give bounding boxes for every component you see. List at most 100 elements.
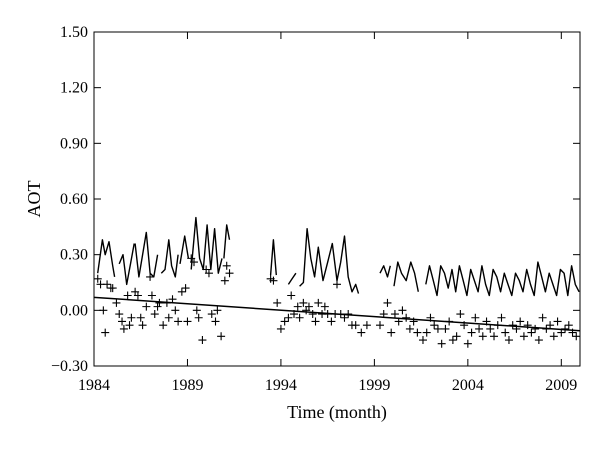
- plus-marker: [508, 321, 517, 330]
- x-tick-label: 1984: [78, 377, 110, 394]
- plus-marker: [127, 313, 136, 322]
- plus-marker: [198, 336, 207, 345]
- x-tick-label: 2004: [452, 377, 484, 394]
- plus-marker: [572, 332, 581, 341]
- y-tick-label: 0.60: [60, 191, 88, 208]
- y-axis-title: AOT: [24, 181, 44, 218]
- plus-marker: [538, 313, 547, 322]
- plus-marker: [168, 295, 177, 304]
- plus-marker: [153, 302, 162, 311]
- plus-marker: [213, 306, 222, 315]
- plus-marker: [220, 276, 229, 285]
- aot-line-series: [97, 216, 580, 297]
- plus-marker: [181, 284, 190, 293]
- plus-marker: [284, 313, 293, 322]
- plus-marker: [287, 291, 296, 300]
- plus-marker: [136, 313, 145, 322]
- y-tick-label: −0.30: [51, 358, 88, 375]
- plus-marker: [398, 306, 407, 315]
- plus-marker: [564, 321, 573, 330]
- plus-marker: [362, 321, 371, 330]
- plus-marker: [497, 313, 506, 322]
- plus-marker: [351, 321, 360, 330]
- aot-line-segment: [118, 243, 135, 286]
- plus-marker: [387, 328, 396, 337]
- plus-marker: [320, 302, 329, 311]
- aot-line-segment: [179, 235, 190, 265]
- plus-marker: [501, 328, 510, 337]
- aot-line-segment: [425, 261, 580, 297]
- plus-marker: [333, 280, 341, 289]
- plus-marker: [190, 258, 199, 267]
- plus-marker: [422, 328, 431, 337]
- x-tick-label: 1989: [171, 377, 203, 394]
- plus-marker: [390, 310, 399, 319]
- plus-marker: [304, 302, 313, 311]
- plus-marker: [133, 291, 142, 300]
- plus-marker: [433, 324, 442, 333]
- plus-marker: [99, 306, 108, 315]
- aot-line-segment: [223, 224, 231, 259]
- plus-marker: [207, 310, 216, 319]
- y-tick-label: 1.20: [60, 80, 88, 97]
- plus-marker: [159, 321, 168, 330]
- plus-marker: [217, 332, 226, 341]
- plus-marker: [192, 306, 201, 315]
- plus-marker: [194, 313, 203, 322]
- plot-area-frame: [93, 31, 581, 367]
- aot-line-segment: [287, 272, 297, 285]
- plus-marker: [299, 298, 308, 307]
- aot-plus-marker-series: [93, 254, 581, 348]
- plus-marker: [531, 324, 540, 333]
- x-tick-label: 2009: [545, 377, 577, 394]
- plus-marker: [280, 317, 289, 326]
- aot-line-segment: [299, 227, 360, 294]
- aot-line-segment: [393, 261, 419, 292]
- aot-line-segment: [269, 239, 277, 276]
- plus-marker: [327, 317, 336, 326]
- plus-marker: [463, 339, 472, 348]
- plus-marker: [147, 291, 156, 300]
- x-axis-ticks: 1984 1989 1994 1999 2004 2009: [78, 32, 577, 394]
- plus-marker: [293, 302, 302, 311]
- plus-marker: [146, 272, 155, 281]
- aot-line-segment: [160, 239, 179, 278]
- plus-marker: [430, 321, 439, 330]
- plus-marker: [534, 336, 543, 345]
- plus-marker: [516, 317, 525, 326]
- plus-marker: [119, 324, 128, 333]
- plus-marker: [549, 332, 558, 341]
- plus-marker: [437, 339, 446, 348]
- plus-marker: [225, 269, 234, 278]
- aot-line-segment: [134, 231, 159, 278]
- plus-marker: [475, 324, 484, 333]
- y-tick-label: 0.30: [60, 247, 88, 264]
- x-axis-title: Time (month): [287, 402, 387, 423]
- plus-marker: [357, 328, 366, 337]
- plus-marker: [125, 321, 134, 330]
- plus-marker: [174, 317, 183, 326]
- aot-line-segment: [379, 265, 391, 278]
- plus-marker: [553, 317, 562, 326]
- plus-marker: [418, 336, 427, 345]
- linear-trend-line: [93, 296, 581, 332]
- plus-marker: [177, 287, 186, 296]
- plus-marker: [314, 298, 323, 307]
- plus-marker: [222, 261, 231, 270]
- plus-marker: [311, 317, 320, 326]
- plus-marker: [490, 332, 499, 341]
- plus-marker: [504, 336, 513, 345]
- plus-marker: [375, 321, 384, 330]
- plus-marker: [402, 313, 411, 322]
- plus-marker: [486, 324, 495, 333]
- plus-marker: [118, 317, 127, 326]
- aot-line-segment: [97, 239, 116, 278]
- plus-marker: [138, 321, 147, 330]
- plus-marker: [155, 298, 164, 307]
- plus-marker: [171, 306, 180, 315]
- plus-marker: [123, 291, 132, 300]
- y-tick-label: 0.00: [60, 302, 88, 319]
- plus-marker: [276, 324, 285, 333]
- plus-marker: [164, 313, 173, 322]
